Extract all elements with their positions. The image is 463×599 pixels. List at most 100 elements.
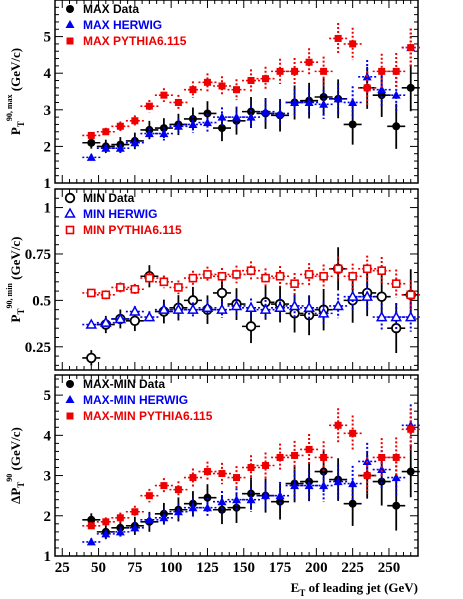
data-point (290, 279, 299, 288)
panel-max: 1 2 3 4 5 PT90, max (GeV/c) MAX Data MAX HERWIG… (5, 0, 420, 192)
x-tick-label: 100 (160, 560, 183, 576)
data-point (233, 86, 240, 94)
data-point (187, 303, 199, 314)
legend-marker (65, 20, 75, 28)
data-point (319, 481, 329, 490)
data-point (392, 67, 400, 75)
data-point (290, 481, 300, 490)
data-point (246, 266, 256, 275)
data-point (116, 283, 125, 292)
data-point (173, 507, 183, 516)
data-point (304, 97, 314, 106)
legend-marker (66, 380, 74, 388)
data-point (101, 529, 111, 538)
data-point (129, 305, 141, 316)
data-point (160, 482, 168, 490)
data-point (144, 515, 154, 524)
y-tick-label: 0.25 (25, 340, 51, 356)
data-point (377, 465, 387, 474)
data-point (334, 34, 342, 42)
data-point (247, 489, 256, 498)
data-point (276, 497, 285, 506)
data-point (116, 514, 124, 522)
data-point (319, 92, 328, 101)
data-point (320, 67, 328, 75)
y-tick-label: 5 (44, 30, 52, 46)
data-point (87, 131, 95, 139)
y-tick-label: 1 (44, 549, 52, 565)
data-point (218, 82, 226, 90)
data-point (377, 477, 386, 486)
legend-label: MIN HERWIG (83, 207, 157, 221)
data-point (203, 468, 211, 476)
data-point (275, 271, 285, 281)
data-point (348, 499, 357, 508)
legend: MIN Data MIN HERWIG MIN PYTHIA6.115 (64, 191, 182, 237)
data-point (304, 481, 314, 490)
data-point (262, 462, 270, 469)
y-tick-label: 2 (44, 139, 52, 155)
legend-label: MAX PYTHIA6.115 (83, 34, 187, 48)
data-point (362, 456, 372, 465)
data-point (406, 83, 415, 92)
data-point (160, 91, 168, 99)
y-tick-label: 4 (44, 428, 52, 444)
data-point (87, 288, 96, 298)
series-min-pythia6-115 (82, 255, 420, 310)
data-point (232, 495, 241, 504)
data-point (288, 299, 301, 311)
data-point (174, 98, 182, 106)
data-point (404, 311, 417, 322)
data-point (319, 467, 328, 476)
data-point (203, 270, 212, 279)
y-axis-title: ΔPT90 (GeV/c) (5, 427, 26, 504)
data-point (218, 470, 226, 478)
data-point (245, 301, 257, 313)
data-point (217, 505, 226, 514)
data-point (188, 273, 198, 283)
data-point (102, 518, 110, 526)
data-point (319, 271, 328, 281)
data-point (391, 279, 401, 288)
data-point (188, 503, 198, 512)
y-tick-label: 4 (44, 66, 52, 82)
legend-label: MAX-MIN PYTHIA6.115 (83, 409, 213, 423)
data-point (378, 453, 386, 461)
series-min-herwig (82, 283, 420, 332)
data-point (334, 421, 342, 429)
data-point (246, 495, 256, 504)
data-point (87, 522, 95, 530)
data-point (305, 58, 313, 66)
legend: MAX Data MAX HERWIG MAX PYTHIA6.115 (65, 2, 187, 48)
data-point (275, 108, 285, 117)
data-point (116, 122, 124, 130)
data-point (291, 67, 299, 75)
data-point (202, 503, 212, 512)
x-tick-label: 225 (341, 560, 364, 576)
data-point (247, 464, 255, 472)
series-max-min-pythia6-115 (82, 408, 420, 530)
legend-label: MIN Data (83, 191, 135, 205)
data-point (217, 112, 227, 121)
legend-marker (66, 412, 74, 420)
data-point (348, 120, 357, 129)
data-point (172, 303, 185, 314)
data-point (202, 118, 212, 127)
data-point (189, 474, 197, 482)
y-tick-label: 5 (44, 388, 52, 404)
data-point (217, 124, 226, 133)
data-point (276, 453, 284, 461)
data-point (291, 451, 299, 459)
data-point (276, 67, 284, 75)
data-point (85, 318, 98, 329)
x-tick-label: 125 (196, 560, 219, 576)
data-point (261, 273, 270, 283)
data-point (349, 429, 357, 437)
legend-marker (66, 37, 74, 45)
x-tick-label: 175 (269, 560, 292, 576)
panel-max-min: 1 2 3 4 5 ΔPT90 (GeV/c) 25 50 75 100 125 150 175 200 2… (5, 374, 420, 598)
data-point (201, 301, 214, 313)
data-point (392, 453, 400, 461)
legend-label: MAX-MIN Data (83, 377, 165, 391)
